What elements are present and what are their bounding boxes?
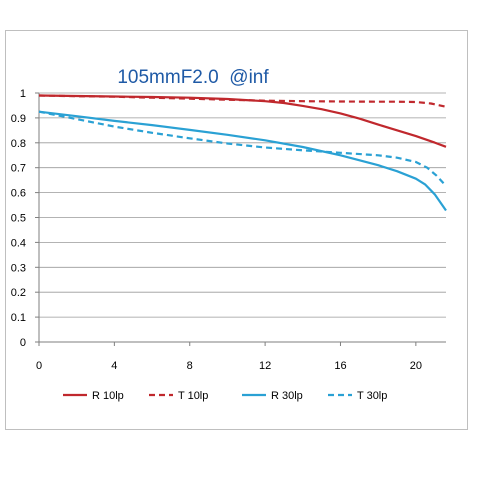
x-tick-label: 12 bbox=[259, 360, 271, 372]
x-tick-label: 0 bbox=[36, 360, 42, 372]
legend: R 10lp T 10lp R 30lp T 30lp bbox=[63, 390, 387, 402]
x-tick-label: 4 bbox=[111, 360, 117, 372]
series-line-t-10lp bbox=[38, 94, 447, 108]
legend-label: R 10lp bbox=[92, 390, 124, 402]
mtf-chart: 105mmF2.0 @inf 0 0.1 0.2 0.3 0.4 0.5 0.6 0.7 0.8… bbox=[11, 67, 447, 402]
y-tick-label: 0 bbox=[20, 337, 26, 349]
y-tick-label: 0.2 bbox=[11, 287, 26, 299]
chart-frame: 105mmF2.0 @inf 0 0.1 0.2 0.3 0.4 0.5 0.6 0.7 0.8… bbox=[5, 30, 468, 430]
x-tick-label: 20 bbox=[410, 360, 422, 372]
series-line-r-30lp bbox=[38, 110, 447, 212]
y-tick-label: 0.6 bbox=[11, 188, 26, 200]
y-tick-label: 0.4 bbox=[11, 237, 26, 249]
legend-label: T 30lp bbox=[357, 390, 387, 402]
y-tick-label: 0.5 bbox=[11, 213, 26, 225]
legend-label: T 10lp bbox=[178, 390, 208, 402]
y-tick-label: 0.8 bbox=[11, 138, 26, 150]
chart-title: 105mmF2.0 @inf bbox=[117, 67, 269, 88]
y-tick-label: 0.9 bbox=[11, 113, 26, 125]
y-tick-label: 0.1 bbox=[11, 312, 26, 324]
y-tick-label: 0.7 bbox=[11, 163, 26, 175]
y-tick-label: 0.3 bbox=[11, 262, 26, 274]
x-tick-label: 8 bbox=[187, 360, 193, 372]
y-tick-label: 1 bbox=[20, 88, 26, 100]
series-line-r-10lp bbox=[38, 94, 447, 148]
legend-label: R 30lp bbox=[271, 390, 303, 402]
series-lines bbox=[38, 94, 447, 212]
axes: 0 0.1 0.2 0.3 0.4 0.5 0.6 0.7 0.8 0.9 1 0 4 8 12 16 20 bbox=[11, 88, 446, 372]
x-tick-label: 16 bbox=[334, 360, 346, 372]
series-line-t-30lp bbox=[38, 110, 447, 187]
gridlines bbox=[39, 92, 446, 343]
